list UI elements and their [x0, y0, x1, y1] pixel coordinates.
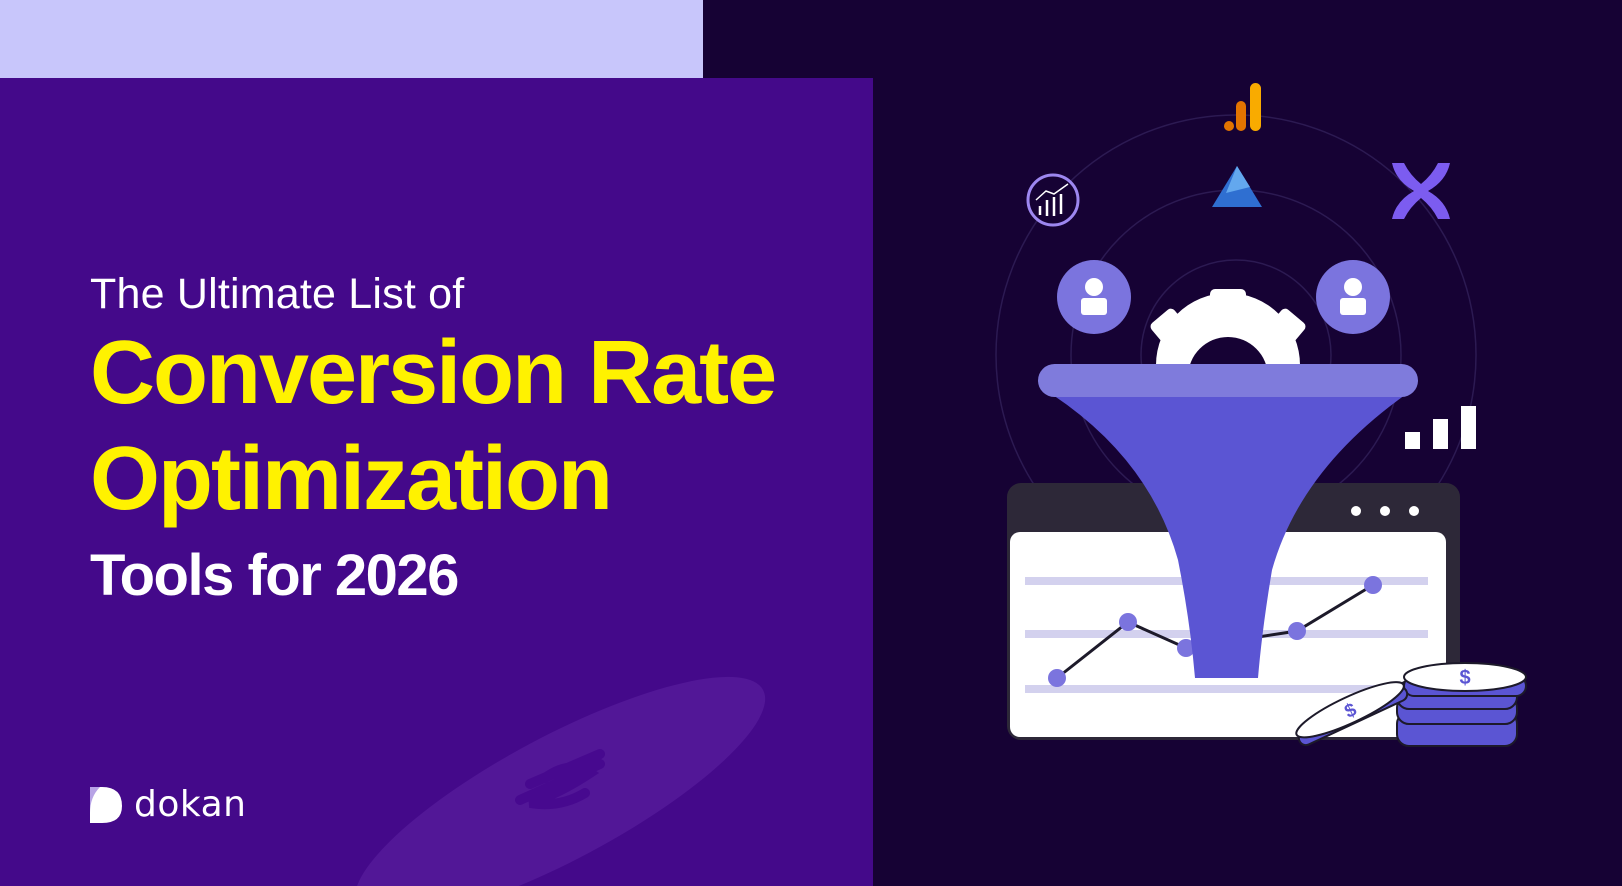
heading-main-line2: Optimization [90, 429, 613, 529]
window-dot [1409, 506, 1419, 516]
triangle-logo-icon [1212, 166, 1262, 207]
adobe-analytics-icon [1026, 173, 1080, 227]
coin-stack-icon: $ $ [1295, 662, 1527, 747]
brand-name: dokan [134, 784, 247, 825]
heading-subtitle: Tools for 2026 [90, 543, 459, 608]
user-avatar-icon [1057, 260, 1131, 334]
title-panel [0, 78, 873, 886]
bar-signal-icon [1405, 406, 1476, 449]
heading-main-line1: Conversion Rate [90, 323, 777, 423]
x-logo-icon [1392, 163, 1450, 219]
window-dot [1351, 506, 1361, 516]
user-avatar-icon [1316, 260, 1390, 334]
window-dot [1380, 506, 1390, 516]
heading-intro: The Ultimate List of [90, 270, 465, 318]
google-analytics-icon [1224, 83, 1261, 131]
lavender-top-bar [0, 0, 703, 78]
ghost-coin-decoration [354, 676, 766, 886]
dokan-logo[interactable]: dokan [88, 784, 246, 825]
svg-text:$: $ [1459, 667, 1470, 689]
dokan-logo-icon [90, 786, 122, 823]
funnel [1038, 364, 1418, 678]
